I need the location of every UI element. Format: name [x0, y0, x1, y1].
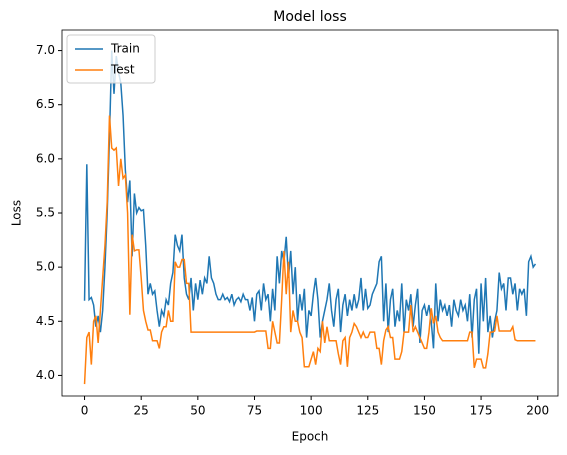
- y-tick-label: 7.0: [36, 43, 55, 57]
- y-tick-label: 4.5: [36, 314, 55, 328]
- x-tick-label: 0: [81, 404, 89, 418]
- y-tick-label: 6.0: [36, 151, 55, 165]
- line-series: [83, 50, 537, 354]
- x-tick-label: 25: [134, 404, 149, 418]
- x-tick-label: 75: [247, 404, 262, 418]
- x-tick-label: 50: [190, 404, 205, 418]
- y-tick-label: 5.5: [36, 206, 55, 220]
- y-axis-label: Loss: [10, 200, 24, 226]
- x-tick-label: 125: [356, 404, 379, 418]
- chart-title: Model loss: [273, 9, 347, 25]
- y-tick-label: 4.0: [36, 368, 55, 382]
- legend-box: [66, 34, 156, 84]
- y-tick-label: 5.0: [36, 260, 55, 274]
- y-tick-label: 6.5: [36, 97, 55, 111]
- legend-label: Train: [110, 42, 140, 56]
- line-series: [83, 115, 536, 385]
- x-tick-label: 175: [470, 404, 493, 418]
- x-tick-label: 100: [300, 404, 323, 418]
- plot-frame: [61, 29, 559, 397]
- x-tick-label: 200: [526, 404, 549, 418]
- legend-label: Test: [110, 63, 135, 77]
- x-tick-label: 150: [413, 404, 436, 418]
- x-axis-label: Epoch: [292, 430, 329, 444]
